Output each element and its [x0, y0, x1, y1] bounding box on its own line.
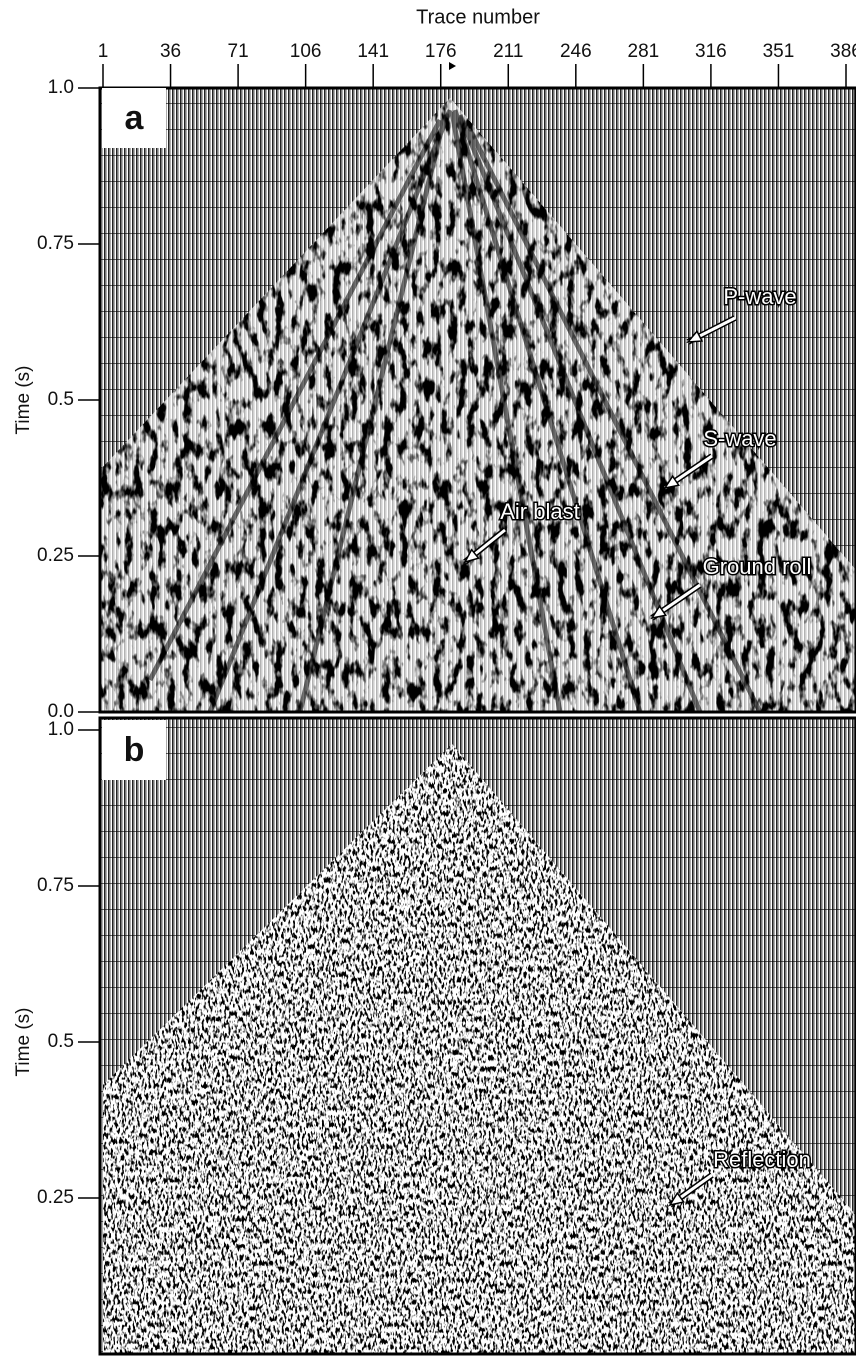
x-tick-label: 281 — [628, 41, 660, 62]
x-tick-label: 1 — [98, 41, 109, 62]
x-tick-label: 36 — [160, 41, 181, 62]
panel-label: b — [124, 731, 145, 769]
annotation: Air blast — [500, 499, 579, 524]
y-axis-title: Time (s) — [13, 366, 34, 435]
x-tick-label: 316 — [695, 41, 727, 62]
x-tick-label: 71 — [228, 41, 249, 62]
annotation: P-wave — [723, 284, 796, 309]
y-tick-label: 0.5 — [48, 389, 74, 410]
chart: Trace number 1 36 71 106 141 176 211 246 281 316 35… — [0, 0, 856, 1364]
annotation: Reflection — [713, 1147, 811, 1172]
x-tick-label: 386 — [830, 41, 856, 62]
shot-marker — [449, 62, 456, 70]
y-tick-label: 0.75 — [37, 875, 74, 896]
y-axis-title: Time (s) — [13, 1008, 34, 1077]
x-tick-label: 106 — [290, 41, 322, 62]
annotation: S-wave — [703, 426, 776, 451]
x-axis-title: Trace number — [416, 6, 540, 28]
panel-label: a — [125, 99, 145, 137]
y-tick-label: 0.5 — [48, 1031, 74, 1052]
x-tick-label: 351 — [763, 41, 795, 62]
x-tick-label: 211 — [493, 41, 523, 62]
annotation: Ground roll — [703, 554, 812, 579]
x-tick-label: 141 — [357, 41, 389, 62]
x-tick-label: 176 — [425, 41, 457, 62]
y-tick-label: 0.25 — [37, 545, 74, 566]
x-tick-label: 246 — [560, 41, 592, 62]
y-tick-label: 1.0 — [48, 77, 74, 98]
y-tick-label: 0.75 — [37, 233, 74, 254]
y-tick-label: 0.25 — [37, 1187, 74, 1208]
y-tick-label: 1.0 — [48, 719, 74, 740]
